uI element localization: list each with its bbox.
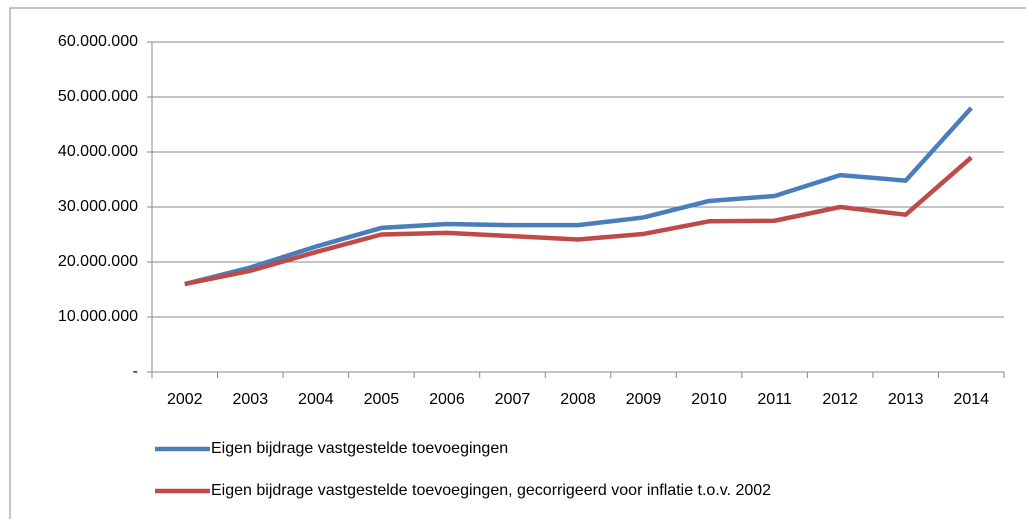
x-tick-label: 2014 bbox=[953, 391, 989, 408]
x-tick-label: 2005 bbox=[364, 391, 400, 408]
y-tick-label: 40.000.000 bbox=[58, 143, 138, 160]
y-tick-label: 60.000.000 bbox=[58, 33, 138, 50]
x-tick-label: 2012 bbox=[822, 391, 858, 408]
x-tick-label: 2003 bbox=[233, 391, 269, 408]
x-tick-label: 2009 bbox=[626, 391, 662, 408]
x-tick-label: 2002 bbox=[167, 391, 203, 408]
x-tick-label: 2004 bbox=[298, 391, 334, 408]
legend-label: Eigen bijdrage vastgestelde toevoegingen bbox=[211, 440, 508, 457]
x-tick-label: 2007 bbox=[495, 391, 531, 408]
data-line bbox=[184, 155, 973, 287]
data-line bbox=[184, 106, 973, 287]
x-tick-label: 2013 bbox=[888, 391, 924, 408]
x-tick-label: 2006 bbox=[429, 391, 465, 408]
x-tick-label: 2010 bbox=[691, 391, 727, 408]
y-tick-label: - bbox=[133, 363, 138, 380]
y-tick-label: 10.000.000 bbox=[58, 308, 138, 325]
y-tick-label: 30.000.000 bbox=[58, 198, 138, 215]
legend-label: Eigen bijdrage vastgestelde toevoegingen… bbox=[211, 482, 771, 499]
x-tick-label: 2008 bbox=[560, 391, 596, 408]
y-tick-label: 50.000.000 bbox=[58, 88, 138, 105]
y-tick-label: 20.000.000 bbox=[58, 253, 138, 270]
chart-frame bbox=[9, 7, 1026, 519]
x-tick-label: 2011 bbox=[757, 391, 792, 408]
